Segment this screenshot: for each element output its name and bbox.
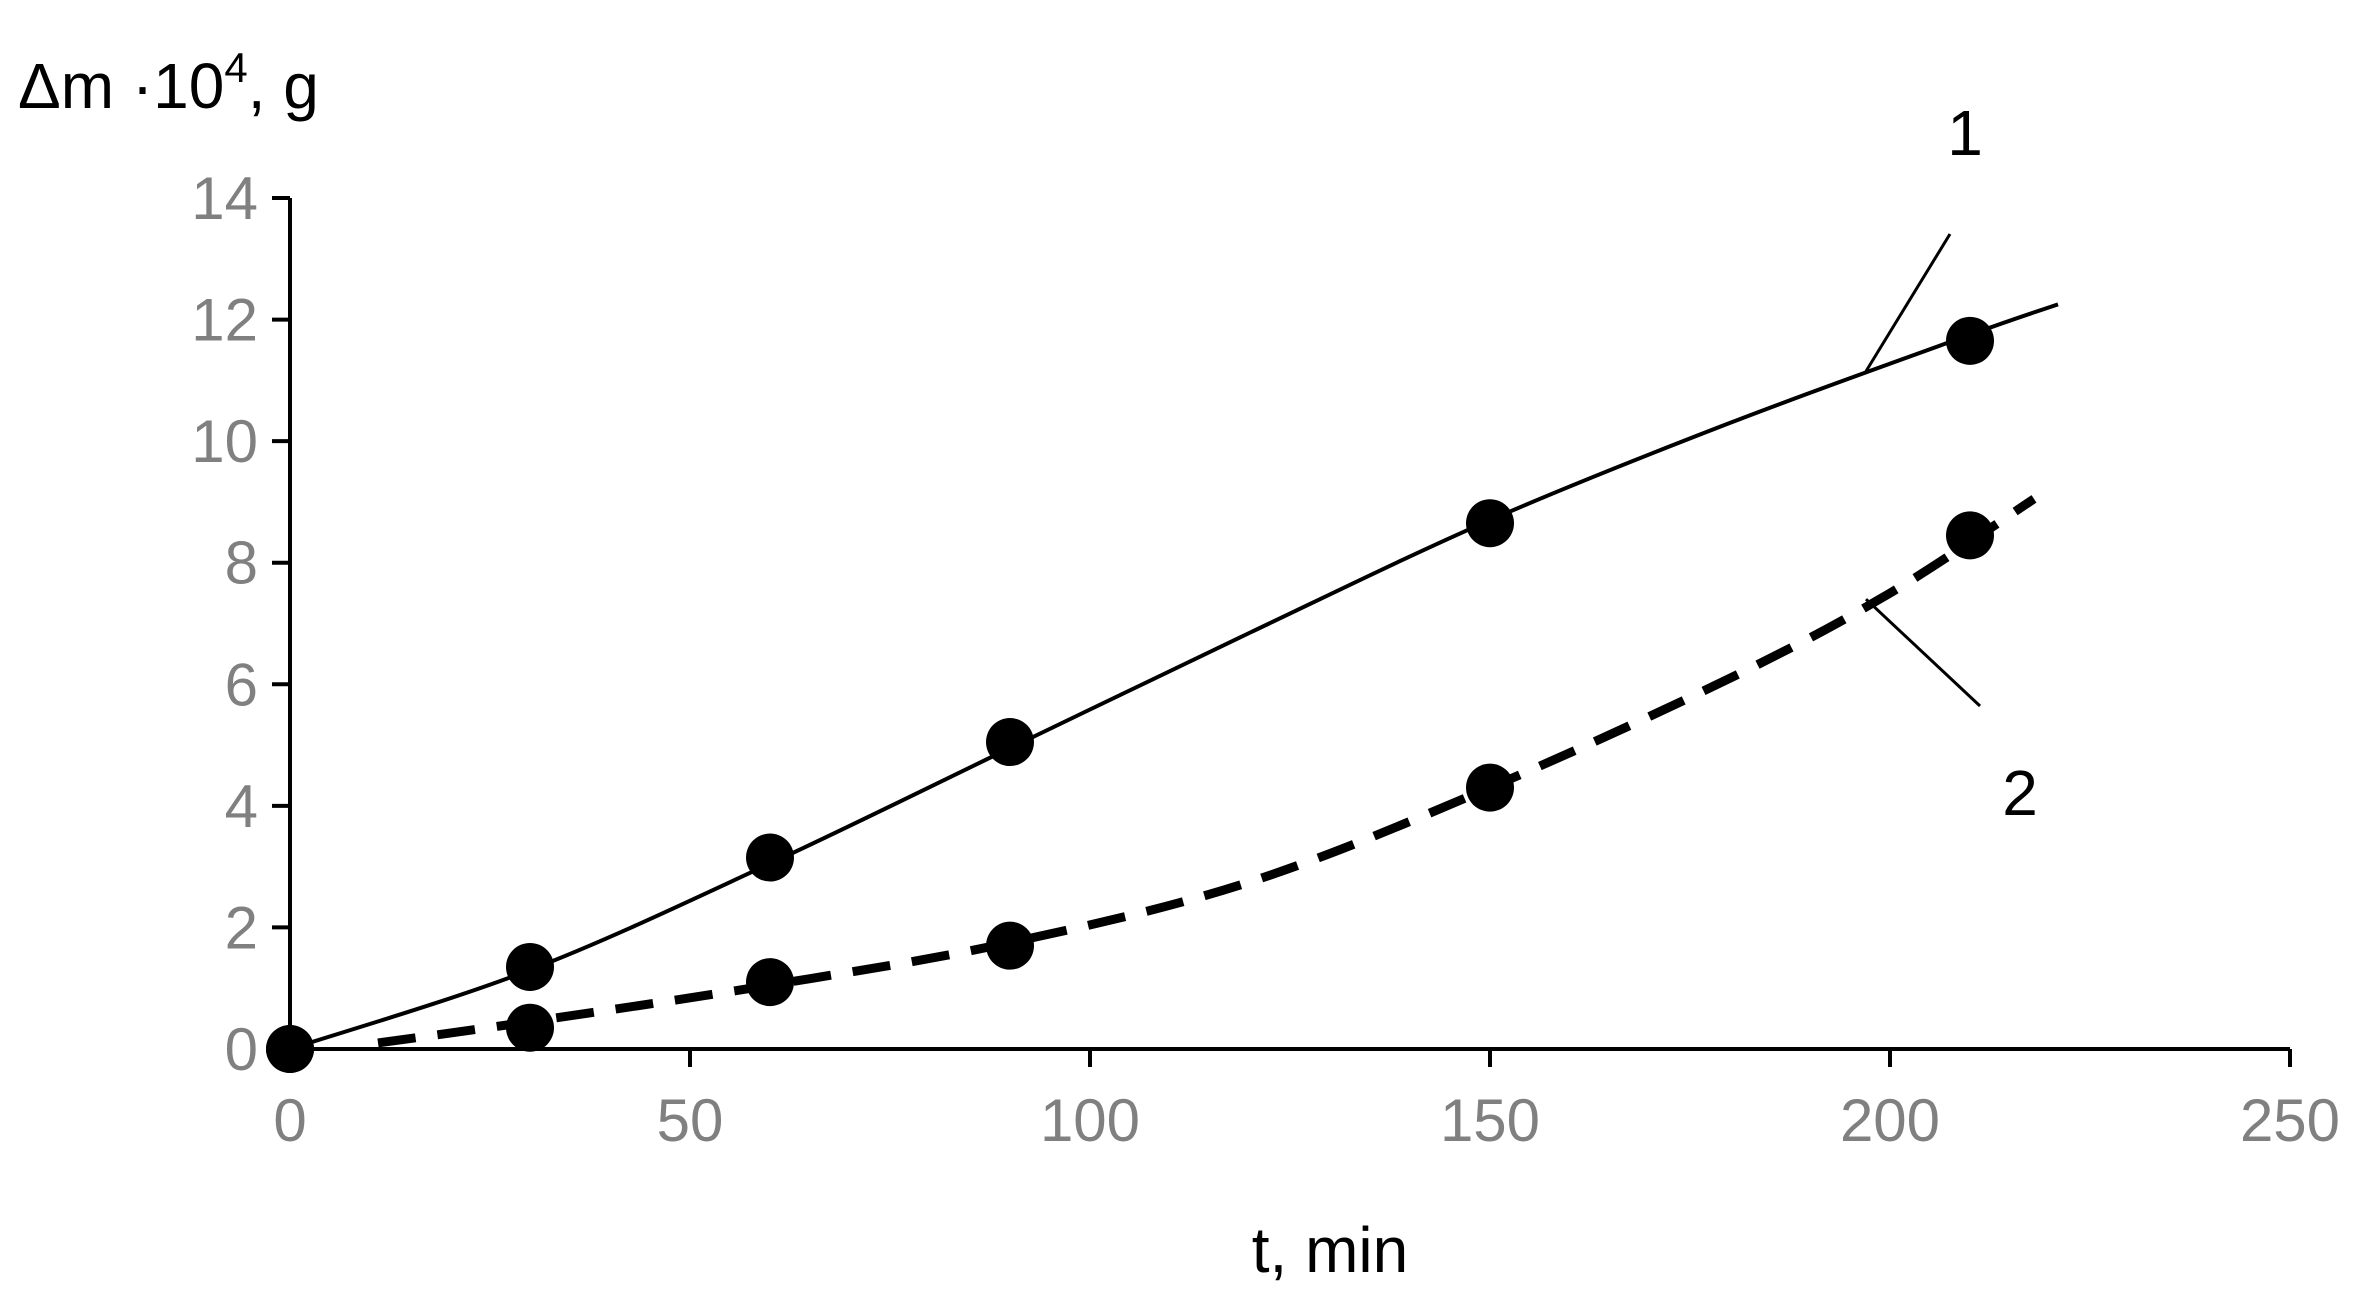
data-point (1466, 499, 1514, 548)
series-1 (266, 302, 2059, 1073)
x-tick-label: 100 (1040, 1087, 1140, 1154)
y-tick-label: 4 (225, 773, 258, 840)
ticks: 0 2 4 6 8 10 12 14 0 50 100 150 200 250 (191, 165, 2340, 1154)
annotation-leader-2 (1864, 598, 1982, 708)
annotation-label-1: 1 (1947, 97, 1983, 169)
y-tick-label: 12 (191, 287, 258, 354)
annotation-label-2: 2 (2002, 757, 2038, 829)
x-axis-title: t, min (1252, 1214, 1408, 1286)
annotations: 12 (1864, 97, 2038, 829)
data-point (1466, 763, 1514, 812)
annotation-leader-1 (1864, 233, 1952, 373)
axes (288, 198, 2290, 1051)
data-point (1946, 316, 1994, 365)
y-axis-title-sup: 4 (224, 44, 247, 91)
y-tick-label: 8 (225, 530, 258, 597)
y-axis-title: Δm ·104, g (18, 44, 319, 122)
y-axis-title-suffix: , g (248, 50, 319, 122)
y-tick-label: 2 (225, 894, 258, 961)
data-point (506, 942, 554, 991)
y-tick-label: 10 (191, 408, 258, 475)
data-point (986, 718, 1034, 767)
y-axis-title-prefix: Δm ·10 (18, 50, 224, 122)
data-point (986, 921, 1034, 970)
data-point (266, 1025, 314, 1073)
series-line (289, 302, 2059, 1051)
series-2 (266, 495, 2037, 1073)
x-tick-label: 250 (2240, 1087, 2340, 1154)
data-point (1946, 511, 1994, 560)
series-line (377, 495, 2037, 1048)
x-tick-label: 150 (1440, 1087, 1540, 1154)
data-point (746, 958, 794, 1007)
y-tick-label: 14 (191, 165, 258, 232)
x-tick-label: 50 (657, 1087, 724, 1154)
y-tick-label: 0 (225, 1016, 258, 1083)
data-point (746, 833, 794, 882)
data-point (506, 1003, 554, 1052)
x-tick-label: 200 (1840, 1087, 1940, 1154)
y-tick-label: 6 (225, 651, 258, 718)
x-tick-label: 0 (273, 1087, 306, 1154)
series (266, 302, 2059, 1073)
